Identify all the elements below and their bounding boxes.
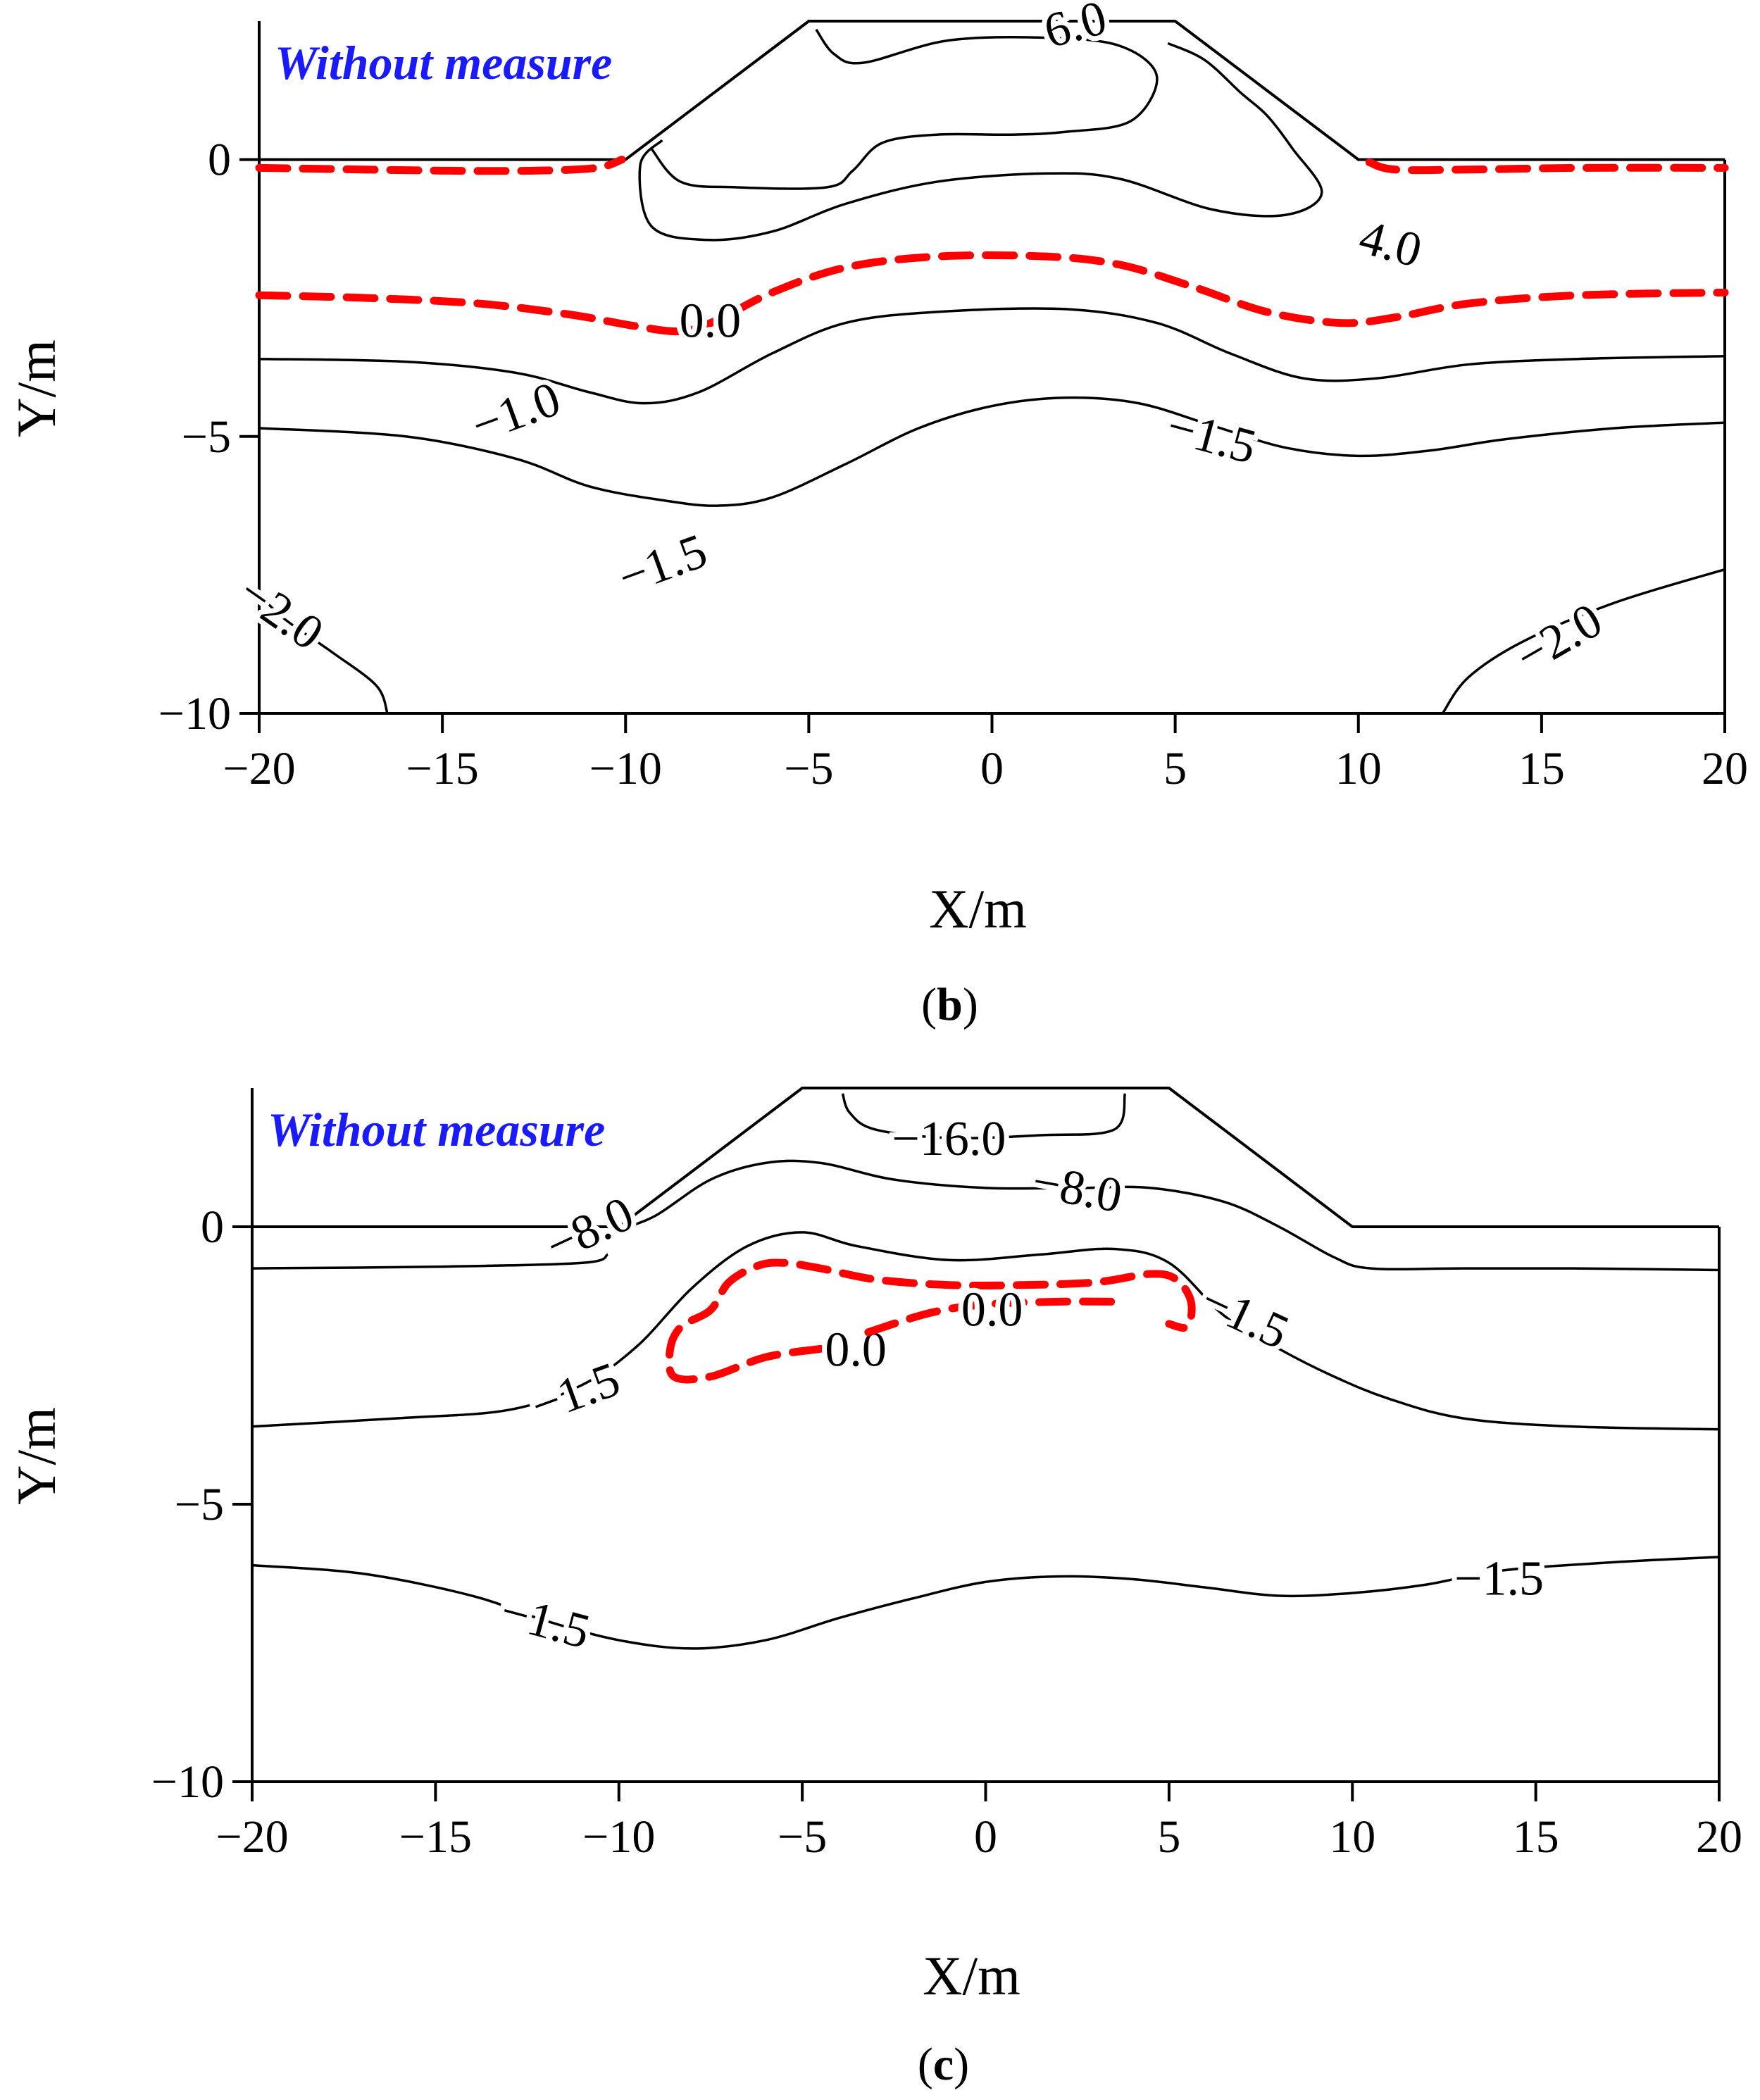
- contour-label: −1.5: [1193, 1273, 1297, 1360]
- x-tick-label: 5: [1163, 743, 1187, 794]
- y-tick-label: −5: [182, 411, 231, 463]
- x-tick-label: 15: [1518, 743, 1565, 794]
- contour-label: −8.0: [1028, 1154, 1125, 1223]
- embankment-outline: [252, 1087, 1719, 1228]
- x-tick-label: −5: [784, 743, 833, 794]
- contour-label: −8.0: [537, 1187, 642, 1273]
- zero-contour-line: [665, 1258, 1196, 1384]
- contour-label: −16.0: [892, 1112, 1006, 1166]
- contour-line: [650, 28, 1159, 190]
- zero-contour-line: [1365, 158, 1729, 175]
- x-axis-label: X/m: [929, 878, 1027, 939]
- x-tick-label: −5: [778, 1811, 827, 1863]
- y-tick-label: 0: [208, 135, 231, 186]
- contour-line: [251, 1231, 1720, 1431]
- contour-line: [1441, 568, 1725, 715]
- zero-contour-line: [864, 1297, 1118, 1337]
- y-axis-label: Y/m: [6, 1407, 67, 1505]
- contour-label: 4.0: [1354, 210, 1427, 278]
- contour-line: [251, 1253, 608, 1270]
- x-tick-label: −10: [582, 1811, 655, 1863]
- panel-c: −20 −15 −10 −5 0 5 10 15 20 0 −5 −10 −16.0 −8.0 −8.0 −1…: [6, 1087, 1742, 2090]
- x-tick-label: 5: [1157, 1811, 1180, 1863]
- x-tick-label: −10: [589, 743, 662, 794]
- x-axis-label: X/m: [923, 1945, 1021, 2006]
- contour-label: −1.5: [524, 1352, 627, 1434]
- contour-line: [258, 396, 1725, 507]
- x-tick-label: 0: [980, 743, 1004, 794]
- y-tick-label: −10: [158, 688, 231, 739]
- contour-line: [841, 1093, 1127, 1139]
- contour-label: −1.5: [495, 1584, 596, 1659]
- panel-caption: (b): [921, 979, 978, 1030]
- contour-line: [258, 593, 389, 714]
- panel-title: Without measure: [275, 36, 612, 89]
- panel-b: −20 −15 −10 −5 0 5 10 15 20 0 −5 −10 6.0 4.0 0.0 −1.0 −1…: [6, 0, 1748, 1030]
- x-tick-label: 20: [1702, 743, 1748, 794]
- contour-label: −1.5: [611, 524, 714, 606]
- x-tick-label: −15: [406, 743, 479, 794]
- embankment-outline: [259, 20, 1725, 161]
- x-tick-label: −20: [216, 1811, 288, 1863]
- x-tick-label: 0: [974, 1811, 997, 1863]
- y-tick-label: −5: [175, 1479, 224, 1530]
- y-axis-label: Y/m: [6, 339, 67, 437]
- contour-label: −2.0: [1506, 593, 1611, 685]
- zero-contour-line: [255, 251, 1729, 336]
- contour-line: [251, 1556, 1720, 1650]
- y-tick-label: −10: [151, 1756, 224, 1808]
- contour-line: [618, 1159, 1720, 1272]
- x-tick-label: 10: [1329, 1811, 1375, 1863]
- contour-line: [638, 42, 1323, 242]
- x-tick-label: 20: [1696, 1811, 1742, 1863]
- contour-label: 6.0: [1039, 0, 1112, 59]
- panel-caption: (c): [918, 2039, 969, 2090]
- panel-title: Without measure: [268, 1103, 605, 1156]
- contour-label: −2.0: [228, 565, 332, 661]
- zero-contour-line: [255, 156, 626, 175]
- contour-label: −1.0: [465, 372, 568, 454]
- contour-label: −1.5: [1454, 1552, 1544, 1606]
- contour-label: 0.0: [961, 1282, 1023, 1337]
- contour-label: 0.0: [680, 294, 742, 349]
- x-tick-label: −15: [399, 1811, 472, 1863]
- x-tick-label: −20: [223, 743, 295, 794]
- contour-line: [258, 307, 1725, 405]
- x-tick-label: 10: [1335, 743, 1382, 794]
- contour-label: −1.5: [1161, 399, 1262, 475]
- x-tick-label: 15: [1513, 1811, 1559, 1863]
- y-tick-label: 0: [201, 1201, 224, 1253]
